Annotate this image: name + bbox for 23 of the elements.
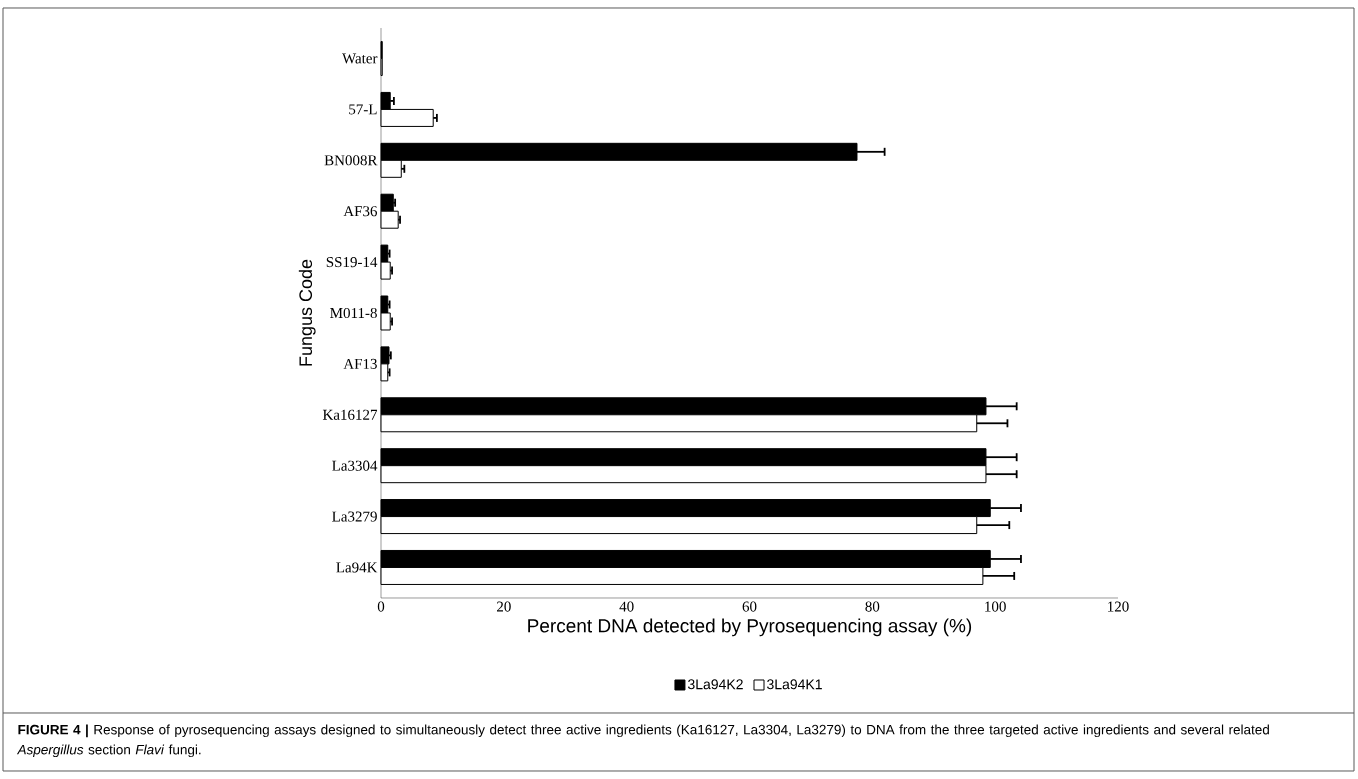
- y-axis-title: Fungus Code: [298, 259, 316, 366]
- legend-label: 3La94K2: [687, 679, 743, 690]
- text: FIGURE 4 | Response of pyrosequencing assays designed to simultaneously detect three active ingredients (Ka16127, La3304, La3279) to DNA from the three targeted active ingredients and several related Aspergillus section Flavi fungi.: [16, 724, 1269, 758]
- y-tick-label: La94K: [336, 562, 378, 573]
- y-tick-label: BN008R: [324, 155, 378, 166]
- x-axis-title: Percent DNA detected by Pyrosequencing assay (%): [528, 618, 972, 637]
- y-tick-label: SS19-14: [326, 257, 378, 268]
- x-tick-label: 60: [742, 601, 757, 612]
- y-tick-label: AF13: [343, 358, 377, 369]
- y-tick-label: 57-L: [349, 104, 377, 115]
- y-tick-label: AF36: [343, 206, 378, 217]
- x-tick-label: 100: [985, 601, 1006, 612]
- x-tick-label: 40: [619, 601, 634, 612]
- y-tick-label: M011-8: [330, 307, 377, 319]
- y-tick-label: Water: [342, 53, 378, 64]
- y-tick-label: La3279: [332, 511, 377, 522]
- y-tick-label: La3304: [332, 460, 378, 471]
- x-tick-label: 80: [865, 601, 880, 612]
- x-tick-label: 20: [497, 601, 511, 612]
- x-tick-label: 120: [1108, 601, 1129, 612]
- legend-label: 3La94K1: [767, 679, 822, 690]
- x-tick-label: 0: [377, 601, 385, 612]
- y-tick-label: Ka16127: [322, 409, 378, 420]
